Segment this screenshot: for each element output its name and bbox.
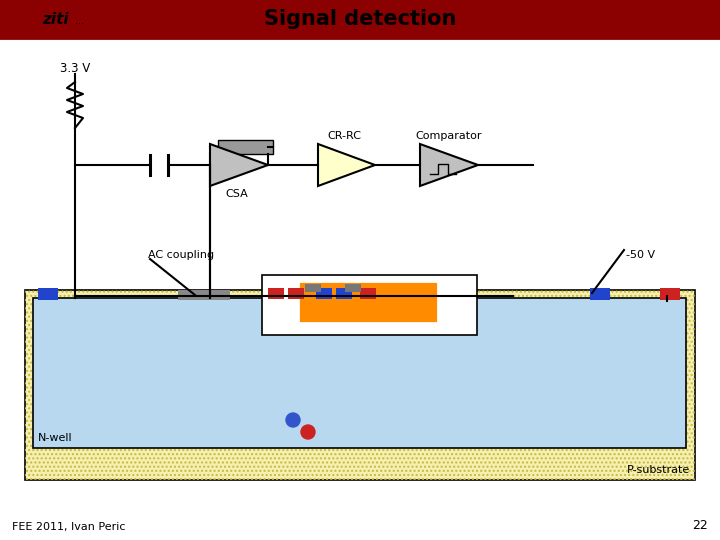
Text: 22: 22: [692, 519, 708, 532]
Bar: [590, 288, 610, 300]
Bar: [298, 281, 438, 323]
Text: CSA: CSA: [225, 189, 248, 199]
Bar: [178, 290, 230, 300]
Text: CR-RC: CR-RC: [328, 131, 361, 141]
Polygon shape: [420, 144, 478, 186]
Bar: [0, 0, 720, 38]
Bar: [305, 284, 321, 292]
Text: Comparator: Comparator: [415, 131, 482, 141]
Circle shape: [286, 413, 300, 427]
Bar: [660, 288, 680, 300]
Bar: [336, 288, 352, 299]
Text: P-substrate: P-substrate: [626, 465, 690, 475]
Bar: [268, 288, 284, 299]
Bar: [218, 140, 273, 154]
Text: 3.3 V: 3.3 V: [60, 62, 90, 75]
Bar: [316, 288, 332, 299]
Bar: [262, 275, 477, 335]
Polygon shape: [210, 144, 268, 186]
Bar: [288, 288, 304, 299]
Bar: [345, 284, 361, 292]
Text: -50 V: -50 V: [626, 250, 655, 260]
Bar: [25, 290, 695, 480]
Bar: [25, 290, 695, 480]
Bar: [360, 288, 376, 299]
Text: ziti: ziti: [42, 11, 68, 26]
Text: AC coupling: AC coupling: [148, 250, 214, 260]
Polygon shape: [318, 144, 375, 186]
Text: ...: ...: [75, 16, 84, 26]
Text: Signal detection: Signal detection: [264, 9, 456, 29]
Bar: [38, 288, 58, 300]
Bar: [33, 298, 686, 448]
Text: N-well: N-well: [38, 433, 73, 443]
Text: FEE 2011, Ivan Peric: FEE 2011, Ivan Peric: [12, 522, 125, 532]
Circle shape: [301, 425, 315, 439]
